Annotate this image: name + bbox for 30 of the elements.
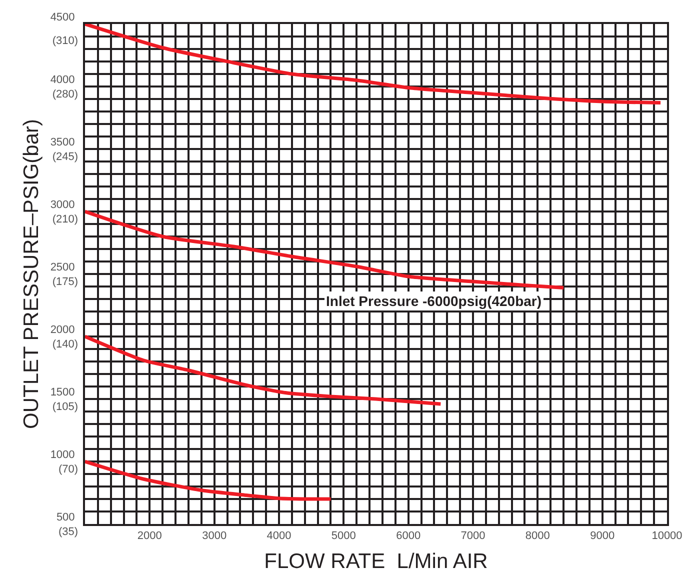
x-tick-label: 10000 xyxy=(652,530,682,542)
y2-tick-label: (105) xyxy=(52,401,78,413)
x-tick-label: 8000 xyxy=(525,530,550,542)
y2-tick-label: (280) xyxy=(52,88,78,100)
y-tick-label: 500 xyxy=(56,512,75,524)
x-tick-label: 7000 xyxy=(460,530,486,542)
annotation: Inlet Pressure -6000psig(420bar) xyxy=(326,293,542,309)
y2-tick-label: (175) xyxy=(52,276,78,288)
y2-tick-label: (35) xyxy=(58,526,78,538)
y-tick-label: 4500 xyxy=(50,12,75,24)
x-axis-title: FLOW RATE L/Min AIR xyxy=(264,550,488,573)
x-tick-label: 2000 xyxy=(137,530,162,542)
y-tick-label: 4000 xyxy=(50,74,75,86)
y2-tick-label: (245) xyxy=(52,151,78,163)
x-tick-label: 9000 xyxy=(590,530,615,542)
x-tick-label: 6000 xyxy=(396,530,421,542)
x-tick-label: 4000 xyxy=(266,530,292,542)
x-tick-label: 5000 xyxy=(331,530,356,542)
y-tick-label: 3500 xyxy=(50,136,75,149)
y2-tick-label: (310) xyxy=(52,34,78,47)
y-tick-label: 2500 xyxy=(50,262,75,274)
y-axis-title: OUTLET PRESSURE–PSIG(bar) xyxy=(20,118,43,430)
y2-tick-label: (140) xyxy=(52,338,78,350)
y2-tick-label: (210) xyxy=(52,214,78,226)
y2-tick-label: (70) xyxy=(58,464,78,476)
y-tick-label: 2000 xyxy=(50,324,75,336)
y-tick-label: 1000 xyxy=(50,449,75,462)
y-tick-label: 3000 xyxy=(50,199,75,212)
y-tick-label: 1500 xyxy=(50,386,75,399)
x-tick-label: 3000 xyxy=(202,530,227,542)
